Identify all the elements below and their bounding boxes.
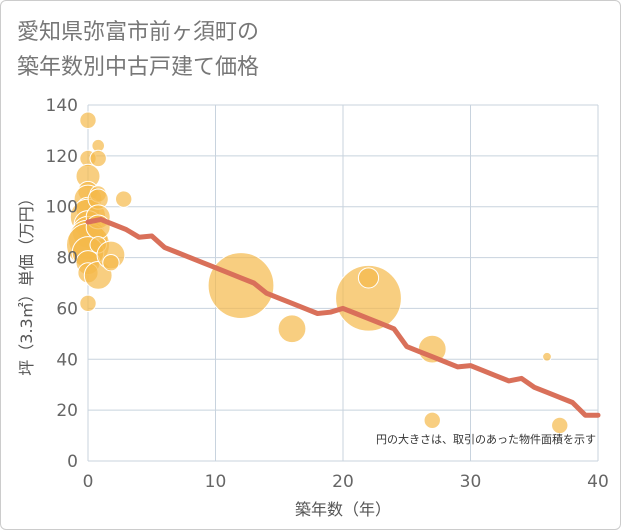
x-tick-label: 0 (83, 472, 94, 492)
bubble (277, 314, 307, 344)
y-tick-label: 60 (56, 299, 78, 319)
y-tick-label: 80 (56, 249, 78, 269)
y-tick-label: 120 (46, 147, 78, 167)
y-tick-label: 140 (46, 96, 78, 116)
x-tick-label: 40 (587, 472, 609, 492)
x-axis-label: 築年数（年） (295, 500, 391, 519)
bubble (423, 411, 441, 430)
chart-title: 愛知県弥富市前ヶ須町の 築年数別中古戸建て価格 (17, 20, 260, 80)
bubble (551, 416, 569, 435)
x-tick-label: 30 (460, 472, 482, 492)
bubble (335, 264, 402, 332)
y-tick-label: 20 (56, 401, 78, 421)
bubble (89, 149, 107, 168)
tick-labels: 0 10 20 30 40 0 20 40 60 80 100 120 140 (46, 96, 609, 492)
bubble (207, 252, 275, 319)
y-tick-label: 100 (46, 198, 78, 218)
x-tick-label: 20 (332, 472, 354, 492)
bubble (102, 253, 120, 272)
size-legend-note: 円の大きさは、取引のあった物件面積を示す (376, 432, 596, 446)
y-axis-label: 坪（3.3㎡）単価（万円） (17, 190, 36, 375)
bubble (79, 294, 97, 313)
x-tick-label: 10 (205, 472, 227, 492)
y-tick-label: 40 (56, 350, 78, 370)
bubble (542, 351, 552, 362)
bubble (79, 111, 97, 129)
bubble (357, 267, 380, 289)
bubble (115, 190, 133, 208)
trend-line (85, 216, 601, 418)
y-tick-label: 0 (67, 452, 78, 472)
